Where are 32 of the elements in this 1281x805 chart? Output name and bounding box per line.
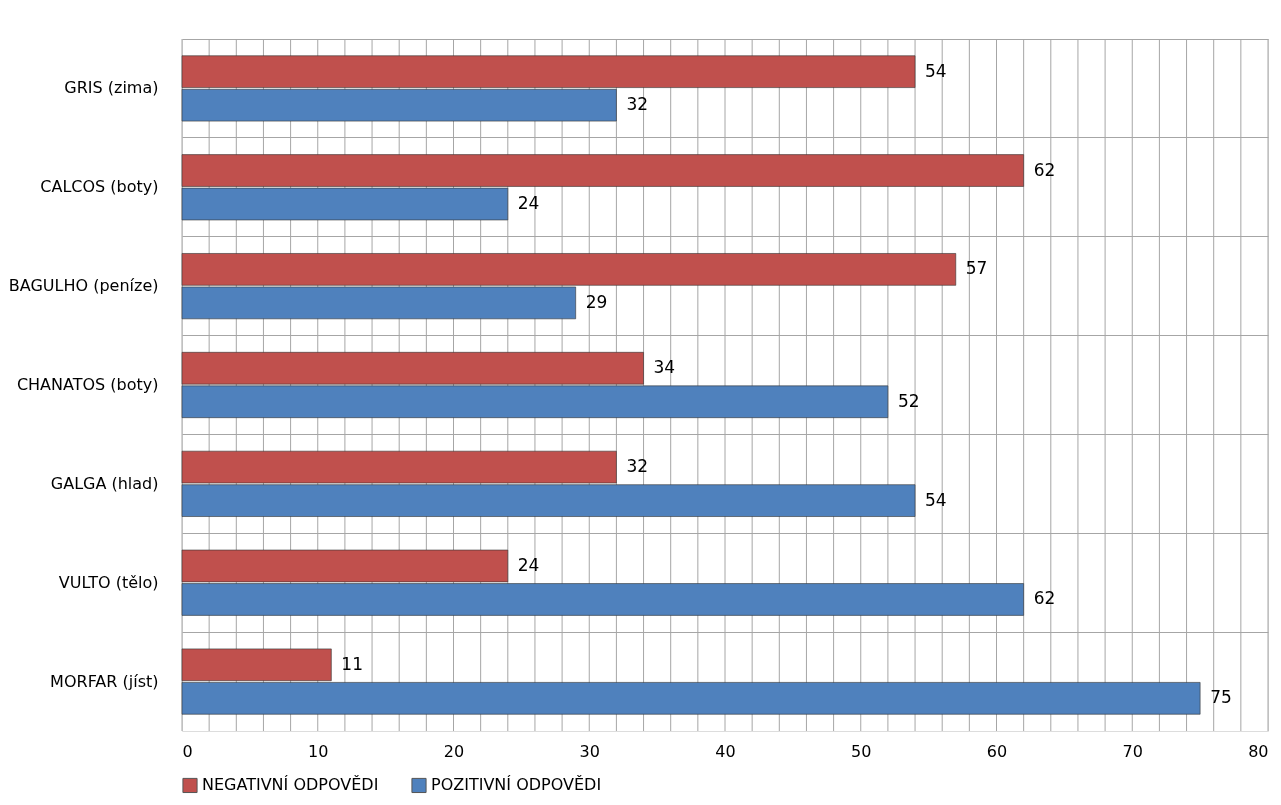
x-tick-label: 70	[1122, 741, 1143, 761]
data-label: 57	[965, 258, 988, 279]
data-label: 32	[626, 456, 649, 477]
data-label: 24	[517, 193, 540, 214]
legend-label: POZITIVNÍ ODPOVĚDI	[431, 775, 602, 795]
x-tick-label: 30	[579, 741, 600, 761]
data-label: 11	[341, 653, 363, 674]
x-tick-label: 20	[443, 741, 465, 761]
data-label: 24	[517, 554, 540, 575]
x-tick-label: 0	[182, 741, 193, 761]
data-label: 29	[585, 291, 608, 312]
data-label: 62	[1033, 588, 1056, 609]
data-label: 54	[925, 489, 947, 510]
y-tick-label: CALCOS (boty)	[40, 177, 159, 197]
y-tick-label: CHANATOS (boty)	[16, 375, 159, 394]
x-tick-label: 10	[308, 741, 329, 761]
data-label: 34	[653, 357, 676, 378]
data-label: 75	[1210, 687, 1232, 708]
y-tick-label: MORFAR (jíst)	[50, 671, 159, 691]
x-tick-label: 80	[1248, 741, 1269, 761]
data-label: 62	[1033, 159, 1056, 180]
x-tick-label: 60	[986, 741, 1008, 761]
y-tick-label: VULTO (tělo)	[58, 572, 159, 592]
data-label: 52	[897, 390, 920, 411]
data-label: 54	[925, 60, 947, 81]
y-tick-label: BAGULHO (peníze)	[8, 276, 159, 296]
y-tick-label: GALGA (hlad)	[50, 473, 159, 493]
y-tick-label: GRIS (zima)	[64, 78, 159, 98]
legend-label: NEGATIVNÍ ODPOVĚDI	[202, 775, 379, 795]
x-tick-label: 40	[715, 741, 736, 761]
data-label: 32	[626, 94, 649, 115]
x-tick-label: 50	[851, 741, 872, 761]
